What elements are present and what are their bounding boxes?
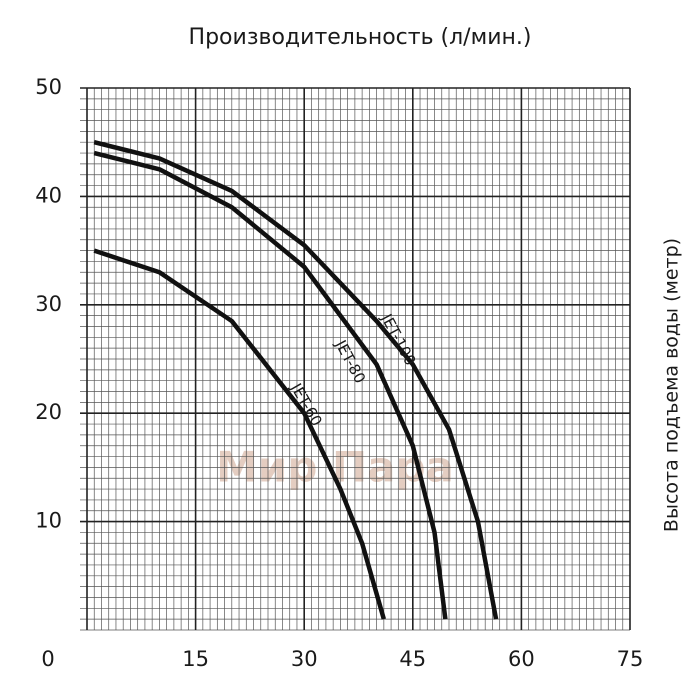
x-tick-label: 45 xyxy=(399,647,426,671)
chart-title: Производительность (л/мин.) xyxy=(189,25,532,50)
series-label: JET-60 xyxy=(287,379,326,429)
y-tick-label: 20 xyxy=(35,400,62,424)
x-tick-label: 75 xyxy=(617,647,644,671)
x-tick-label: 0 xyxy=(41,647,54,671)
curve xyxy=(93,140,499,620)
y-axis-label: Высота подъема воды (метр) xyxy=(661,238,683,532)
curve xyxy=(93,248,387,620)
y-tick-label: 50 xyxy=(35,75,62,99)
curve xyxy=(93,150,448,620)
y-tick-label: 30 xyxy=(35,292,62,316)
x-tick-label: 15 xyxy=(182,647,209,671)
x-tick-label: 30 xyxy=(291,647,318,671)
y-tick-label: 10 xyxy=(35,509,62,533)
y-tick-label: 40 xyxy=(35,183,62,207)
x-tick-label: 60 xyxy=(508,647,535,671)
